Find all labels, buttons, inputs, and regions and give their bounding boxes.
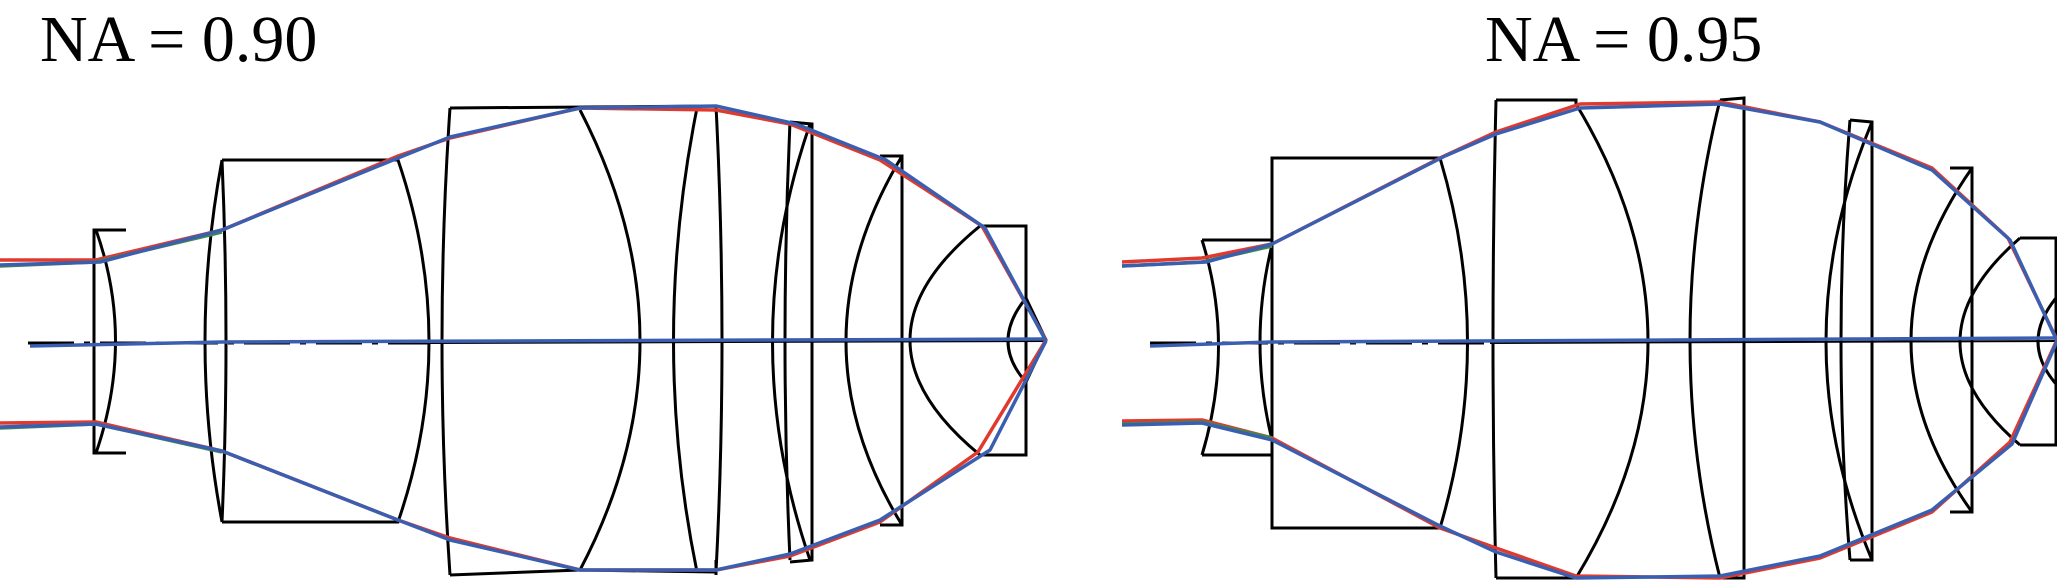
lens-element-1: [92, 228, 117, 455]
optical-axis-solid: [429, 340, 1046, 344]
ray-upper-red: [0, 106, 1048, 341]
ray-upper-blue: [1121, 102, 2057, 342]
ray-axial-blue: [1149, 336, 2057, 348]
lens-element-7-front: [1909, 167, 1974, 513]
lens-element-6-front: [771, 123, 812, 561]
lens-element-9: [1006, 297, 1028, 384]
lens-element-6-rim: [789, 120, 814, 564]
lens-element-1-front: [1200, 239, 1220, 456]
optical-axis-solid: [1489, 340, 2057, 344]
ray-lower-blue: [1121, 340, 2057, 580]
ray-lower-blue: [0, 340, 1048, 572]
panel-title-na-095: NA = 0.95: [1485, 3, 1763, 76]
lens-element-9: [2036, 297, 2057, 385]
ray-lower-red: [0, 339, 1048, 572]
lens-diagram-na-090: [0, 104, 1048, 577]
lens-panel-na-095: NA = 0.95: [1020, 0, 2057, 587]
lens-element-6-front: [1824, 121, 1874, 561]
lens-element-8-front: [1958, 236, 2021, 447]
ray-upper-blue: [0, 104, 1048, 342]
ray-axial-blue: [29, 337, 1047, 348]
lens-element-1-rim: [94, 228, 126, 455]
lens-block-3-rim: [1270, 156, 1469, 530]
lens-block-4-front: [1491, 99, 1498, 579]
lens-element-6-back: [1839, 119, 1852, 561]
lens-panel-na-090: NA = 0.90: [0, 3, 1048, 577]
lens-diagram-na-095: [1121, 96, 2057, 580]
lens-element-6-rim: [1849, 118, 1874, 562]
panel-title-na-090: NA = 0.90: [40, 3, 318, 76]
